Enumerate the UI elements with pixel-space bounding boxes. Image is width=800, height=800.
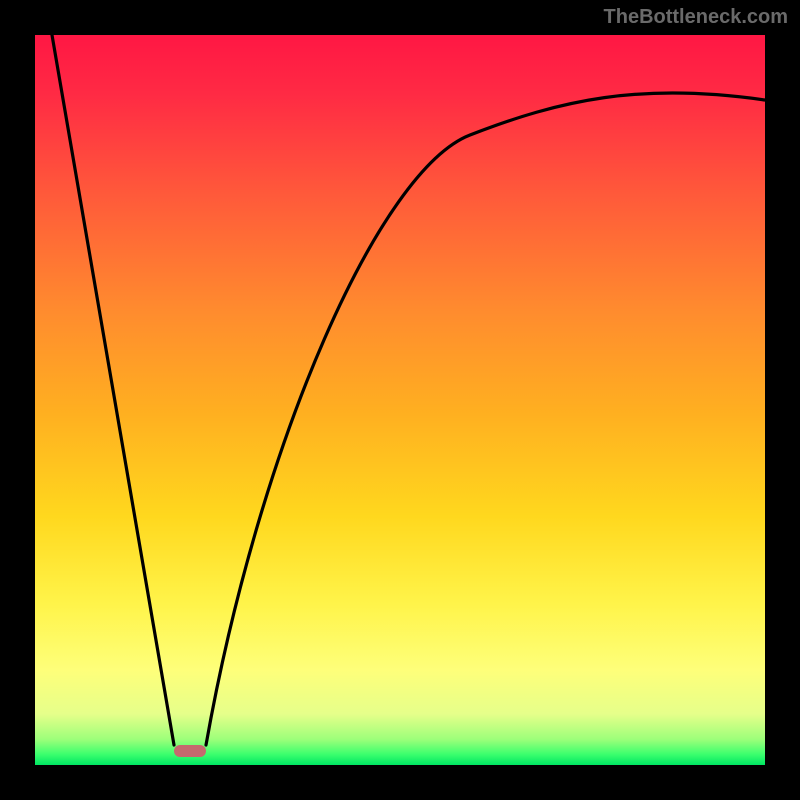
chart-svg [0,0,800,800]
watermark-text: TheBottleneck.com [604,6,788,29]
bottleneck-chart: TheBottleneck.com [0,0,800,800]
